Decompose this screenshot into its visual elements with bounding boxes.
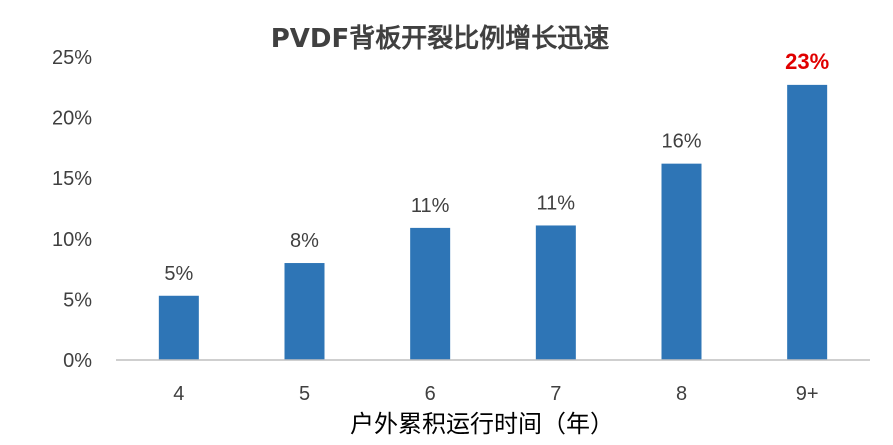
y-tick-label: 20%	[52, 108, 92, 130]
data-label: 11%	[411, 195, 450, 217]
x-tick-label: 9+	[796, 383, 819, 405]
x-tick-label: 4	[173, 383, 184, 405]
y-axis: 0% 5% 10% 15% 20% 25%	[52, 47, 92, 372]
data-label: 5%	[164, 263, 193, 285]
bar	[410, 227, 451, 360]
data-label: 23%	[785, 49, 829, 74]
x-tick-label: 8	[676, 383, 687, 405]
y-tick-label: 15%	[52, 168, 92, 190]
y-tick-label: 10%	[52, 229, 92, 251]
bar	[787, 84, 828, 360]
y-tick-label: 5%	[63, 289, 92, 311]
bar	[535, 225, 576, 360]
data-label: 11%	[537, 192, 576, 214]
x-axis: 4 5 6 7 8 9+	[173, 383, 818, 405]
bar	[661, 163, 702, 360]
chart-title: PVDF背板开裂比例增长迅速	[271, 23, 610, 54]
bars	[158, 84, 828, 360]
x-axis-label: 户外累积运行时间（年）	[350, 410, 614, 438]
y-tick-label: 25%	[52, 47, 92, 69]
data-label: 16%	[661, 131, 701, 153]
x-tick-label: 7	[550, 383, 561, 405]
x-tick-label: 5	[299, 383, 310, 405]
bar	[158, 295, 199, 360]
y-tick-label: 0%	[63, 350, 92, 372]
x-tick-label: 6	[425, 383, 436, 405]
data-label: 8%	[290, 230, 319, 252]
data-labels: 5% 8% 11% 11% 16% 23%	[164, 49, 829, 285]
bar	[284, 263, 325, 360]
